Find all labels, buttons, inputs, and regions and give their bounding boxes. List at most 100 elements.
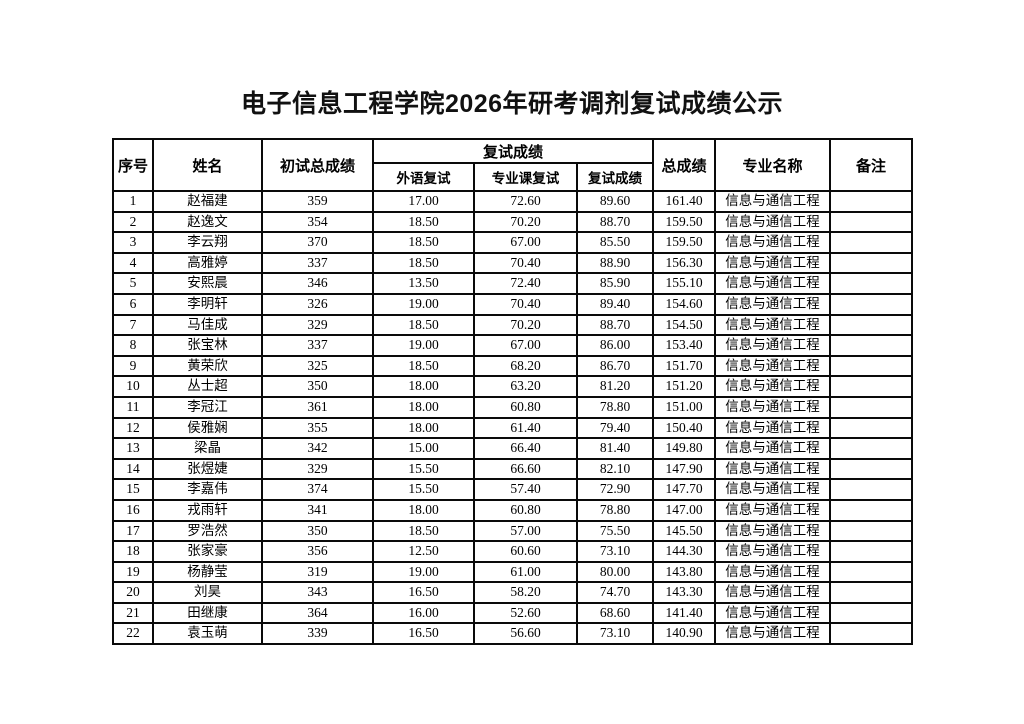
cell-professional-course-score: 72.40 xyxy=(473,272,578,295)
cell-foreign-language-score: 18.00 xyxy=(372,395,475,419)
cell-foreign-language-score: 12.50 xyxy=(372,540,475,563)
cell-major: 信息与通信工程 xyxy=(714,560,831,584)
cell-index: 19 xyxy=(112,560,154,584)
cell-total-score: 145.50 xyxy=(652,519,716,543)
cell-name: 袁玉萌 xyxy=(152,622,263,646)
cell-initial-score: 329 xyxy=(261,457,374,481)
cell-major: 信息与通信工程 xyxy=(714,292,831,316)
cell-professional-course-score: 52.60 xyxy=(473,601,578,625)
table-row: 9 黄荣欣 325 18.50 68.20 86.70 151.70 信息与通信… xyxy=(112,354,913,378)
cell-foreign-language-score: 18.50 xyxy=(372,251,475,275)
header-professional-course: 专业课复试 xyxy=(473,162,578,192)
cell-major: 信息与通信工程 xyxy=(714,354,831,378)
cell-retest-score: 89.60 xyxy=(576,190,654,213)
cell-major: 信息与通信工程 xyxy=(714,272,831,295)
cell-professional-course-score: 61.40 xyxy=(473,416,578,440)
cell-total-score: 154.50 xyxy=(652,313,716,337)
cell-index: 11 xyxy=(112,395,154,419)
cell-retest-score: 82.10 xyxy=(576,457,654,481)
cell-remark xyxy=(829,478,913,501)
cell-remark xyxy=(829,560,913,584)
cell-major: 信息与通信工程 xyxy=(714,231,831,254)
cell-index: 5 xyxy=(112,272,154,295)
cell-foreign-language-score: 18.00 xyxy=(372,416,475,440)
cell-retest-score: 72.90 xyxy=(576,478,654,501)
cell-remark xyxy=(829,519,913,543)
cell-major: 信息与通信工程 xyxy=(714,457,831,481)
table-row: 3 李云翔 370 18.50 67.00 85.50 159.50 信息与通信… xyxy=(112,231,913,254)
cell-foreign-language-score: 16.00 xyxy=(372,601,475,625)
cell-index: 8 xyxy=(112,334,154,357)
cell-foreign-language-score: 19.00 xyxy=(372,560,475,584)
cell-remark xyxy=(829,457,913,481)
table-row: 14 张煜婕 329 15.50 66.60 82.10 147.90 信息与通… xyxy=(112,457,913,481)
cell-foreign-language-score: 13.50 xyxy=(372,272,475,295)
cell-initial-score: 374 xyxy=(261,478,374,501)
cell-professional-course-score: 70.20 xyxy=(473,210,578,234)
cell-retest-score: 88.70 xyxy=(576,210,654,234)
cell-foreign-language-score: 19.00 xyxy=(372,334,475,357)
cell-initial-score: 325 xyxy=(261,354,374,378)
cell-major: 信息与通信工程 xyxy=(714,375,831,398)
cell-initial-score: 337 xyxy=(261,334,374,357)
cell-initial-score: 337 xyxy=(261,251,374,275)
cell-initial-score: 359 xyxy=(261,190,374,213)
cell-index: 17 xyxy=(112,519,154,543)
table-body: 1 赵福建 359 17.00 72.60 89.60 161.40 信息与通信… xyxy=(112,190,913,646)
cell-total-score: 147.70 xyxy=(652,478,716,501)
cell-total-score: 161.40 xyxy=(652,190,716,213)
cell-name: 张煜婕 xyxy=(152,457,263,481)
cell-professional-course-score: 57.00 xyxy=(473,519,578,543)
table-row: 17 罗浩然 350 18.50 57.00 75.50 145.50 信息与通… xyxy=(112,519,913,543)
cell-professional-course-score: 60.80 xyxy=(473,395,578,419)
cell-professional-course-score: 60.60 xyxy=(473,540,578,563)
table-row: 7 马佳成 329 18.50 70.20 88.70 154.50 信息与通信… xyxy=(112,313,913,337)
cell-major: 信息与通信工程 xyxy=(714,601,831,625)
cell-remark xyxy=(829,395,913,419)
cell-name: 田继康 xyxy=(152,601,263,625)
cell-remark xyxy=(829,272,913,295)
cell-name: 丛士超 xyxy=(152,375,263,398)
cell-name: 赵福建 xyxy=(152,190,263,213)
cell-initial-score: 326 xyxy=(261,292,374,316)
cell-total-score: 141.40 xyxy=(652,601,716,625)
cell-name: 李云翔 xyxy=(152,231,263,254)
cell-foreign-language-score: 15.50 xyxy=(372,478,475,501)
cell-retest-score: 86.00 xyxy=(576,334,654,357)
cell-remark xyxy=(829,622,913,646)
cell-professional-course-score: 57.40 xyxy=(473,478,578,501)
cell-retest-score: 81.20 xyxy=(576,375,654,398)
cell-major: 信息与通信工程 xyxy=(714,622,831,646)
table-row: 4 高雅婷 337 18.50 70.40 88.90 156.30 信息与通信… xyxy=(112,251,913,275)
cell-total-score: 151.00 xyxy=(652,395,716,419)
cell-initial-score: 364 xyxy=(261,601,374,625)
cell-foreign-language-score: 18.50 xyxy=(372,354,475,378)
table-row: 18 张家豪 356 12.50 60.60 73.10 144.30 信息与通… xyxy=(112,540,913,563)
table-row: 6 李明轩 326 19.00 70.40 89.40 154.60 信息与通信… xyxy=(112,292,913,316)
cell-foreign-language-score: 18.50 xyxy=(372,519,475,543)
cell-name: 杨静莹 xyxy=(152,560,263,584)
cell-total-score: 159.50 xyxy=(652,231,716,254)
cell-foreign-language-score: 15.00 xyxy=(372,437,475,460)
cell-name: 高雅婷 xyxy=(152,251,263,275)
cell-retest-score: 88.90 xyxy=(576,251,654,275)
cell-name: 马佳成 xyxy=(152,313,263,337)
score-table: 序号 姓名 初试总成绩 复试成绩 总成绩 专业名称 备注 外语复试 专业课复试 … xyxy=(112,138,913,646)
table-row: 16 戎雨轩 341 18.00 60.80 78.80 147.00 信息与通… xyxy=(112,498,913,522)
cell-name: 戎雨轩 xyxy=(152,498,263,522)
cell-foreign-language-score: 16.50 xyxy=(372,581,475,604)
cell-remark xyxy=(829,251,913,275)
cell-total-score: 154.60 xyxy=(652,292,716,316)
cell-retest-score: 73.10 xyxy=(576,540,654,563)
cell-total-score: 151.20 xyxy=(652,375,716,398)
cell-index: 15 xyxy=(112,478,154,501)
cell-major: 信息与通信工程 xyxy=(714,581,831,604)
table-header: 序号 姓名 初试总成绩 复试成绩 总成绩 专业名称 备注 外语复试 专业课复试 … xyxy=(112,138,913,192)
cell-name: 罗浩然 xyxy=(152,519,263,543)
cell-initial-score: 343 xyxy=(261,581,374,604)
cell-total-score: 153.40 xyxy=(652,334,716,357)
cell-total-score: 151.70 xyxy=(652,354,716,378)
header-row-sub: 外语复试 专业课复试 复试成绩 xyxy=(113,162,912,192)
cell-name: 刘昊 xyxy=(152,581,263,604)
table-row: 11 李冠江 361 18.00 60.80 78.80 151.00 信息与通… xyxy=(112,395,913,419)
